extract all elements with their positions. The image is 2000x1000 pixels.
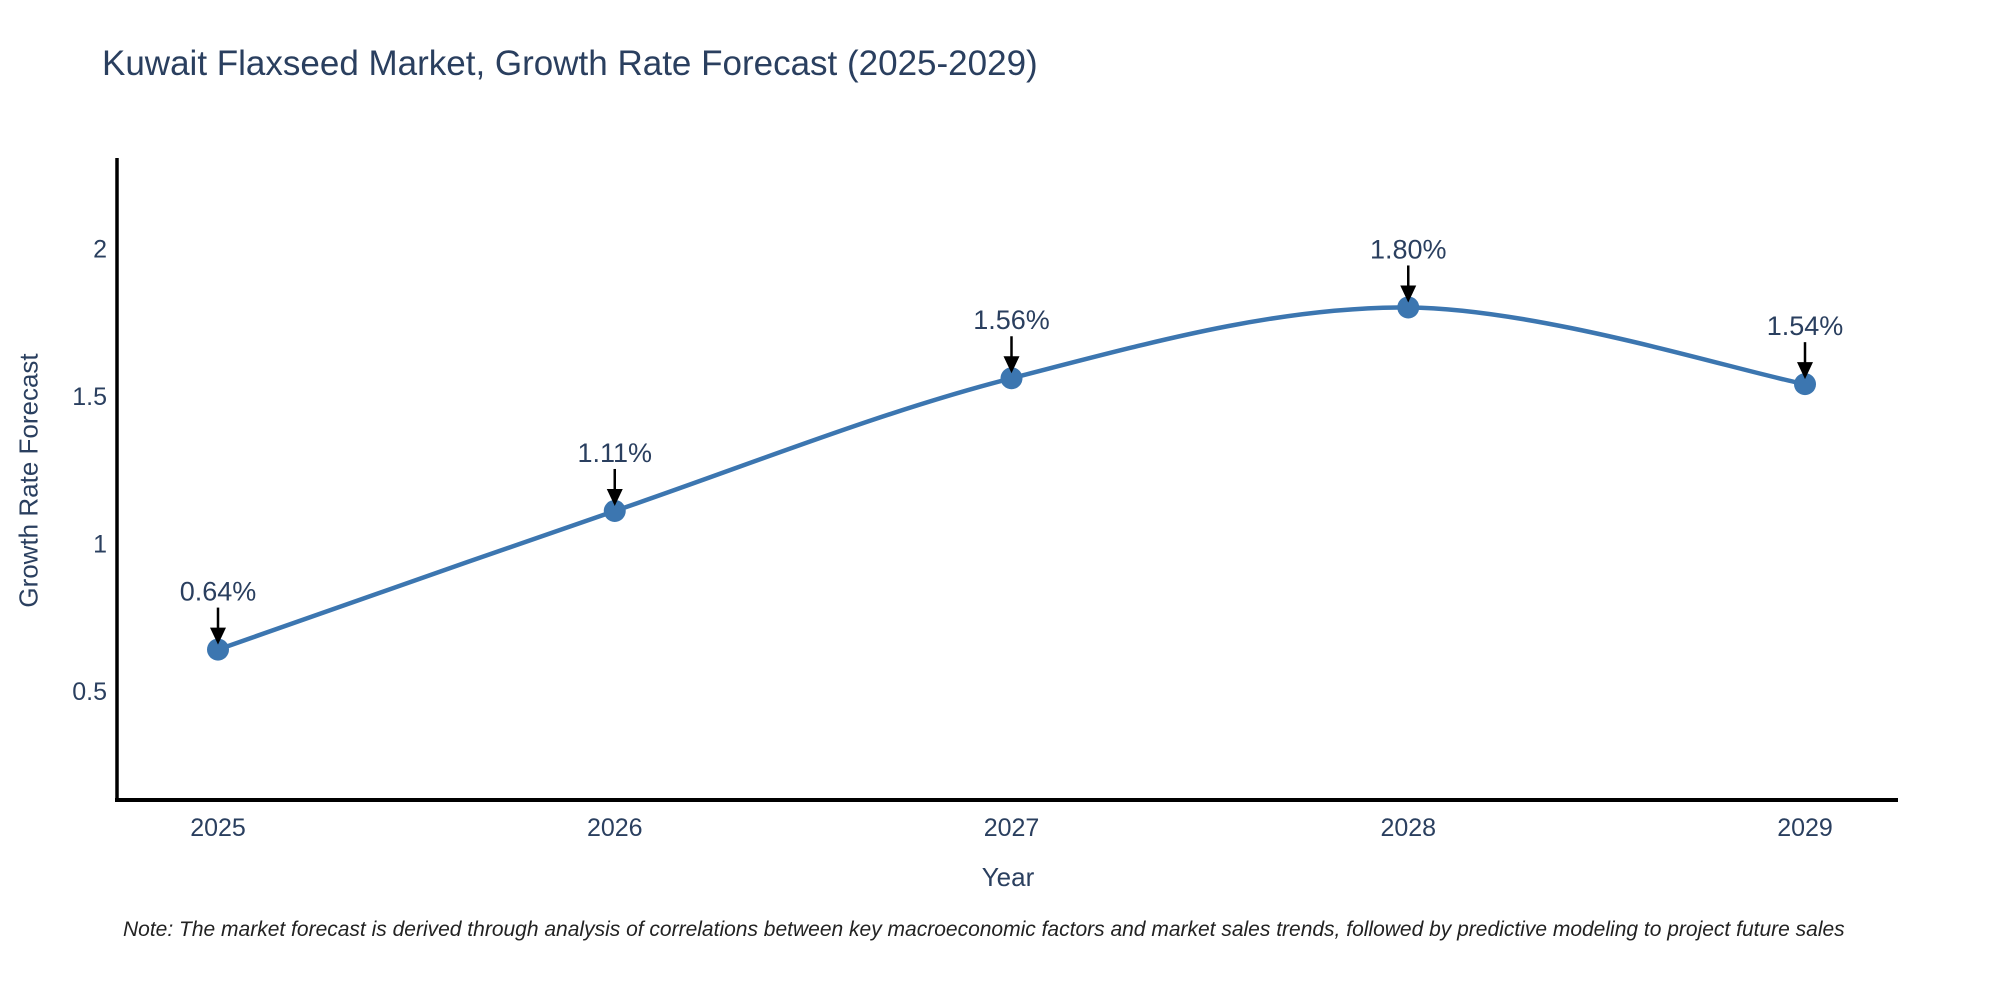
y-axis-title: Growth Rate Forecast [13, 353, 44, 608]
point-value-label: 1.11% [577, 438, 652, 468]
annotation-arrowhead [1003, 356, 1020, 374]
y-tick-label: 2 [93, 235, 107, 263]
point-value-label: 1.80% [1370, 234, 1447, 264]
data-point-marker [207, 638, 229, 661]
x-tick-label: 2028 [1380, 814, 1436, 842]
chart-title: Kuwait Flaxseed Market, Growth Rate Fore… [102, 44, 1038, 83]
annotation-arrowhead [1400, 285, 1417, 303]
x-tick-label: 2026 [587, 814, 643, 842]
data-point-marker [603, 499, 626, 522]
x-tick-label: 2027 [984, 814, 1040, 842]
x-tick-label: 2029 [1777, 814, 1833, 842]
annotation-arrowhead [210, 627, 226, 645]
data-point-marker [1000, 367, 1023, 390]
x-tick-label: 2025 [190, 814, 246, 842]
data-point-marker [1794, 373, 1816, 396]
point-value-label: 0.64% [180, 577, 257, 607]
point-value-label: 1.54% [1767, 311, 1844, 341]
y-tick-label: 1 [93, 530, 107, 558]
annotation-arrowhead [1797, 362, 1813, 380]
data-point-marker [1397, 296, 1420, 319]
annotation-arrowhead [606, 488, 623, 506]
footnote-text: Note: The market forecast is derived thr… [123, 918, 1845, 941]
x-axis-title: Year [981, 862, 1035, 892]
y-tick-label: 1.5 [72, 383, 107, 411]
point-value-label: 1.56% [973, 305, 1050, 335]
y-tick-label: 0.5 [72, 678, 107, 706]
